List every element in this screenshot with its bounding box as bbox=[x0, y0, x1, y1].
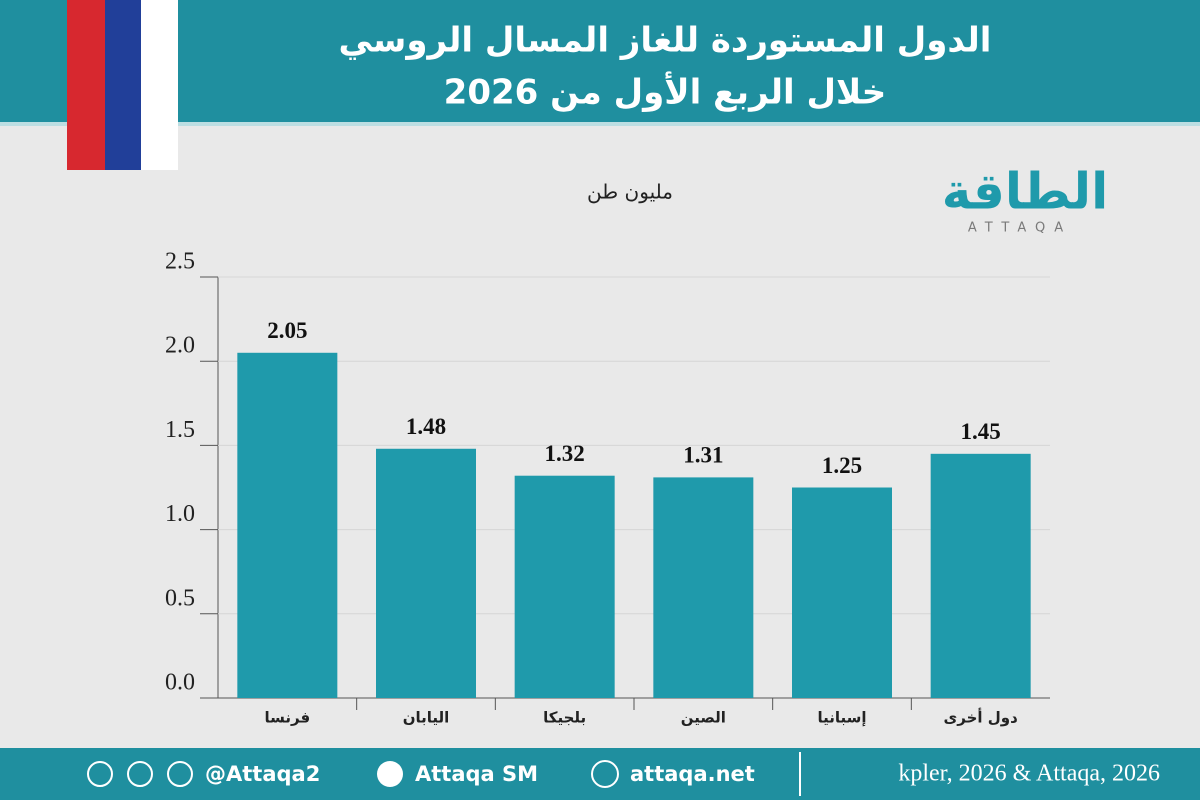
chart-subtitle: خلال الربع الأول من 2026 bbox=[444, 71, 887, 113]
x-tick-label: دول أخرى bbox=[944, 708, 1019, 727]
bar bbox=[930, 453, 1031, 698]
header-band bbox=[0, 0, 1200, 126]
bar bbox=[237, 352, 338, 698]
icon-facebook bbox=[167, 761, 193, 787]
logo-latin: ATTAQA bbox=[968, 221, 1072, 236]
y-tick-label: 0.0 bbox=[165, 670, 195, 696]
footer-youtube: Attaqa SM bbox=[415, 762, 538, 786]
bar bbox=[514, 475, 615, 698]
source: kpler, 2026 & Attaqa, 2026 bbox=[898, 761, 1160, 787]
chart-title: الدول المستوردة للغاز المسال الروسي bbox=[339, 21, 992, 61]
value-label: 1.48 bbox=[406, 414, 446, 439]
y-tick-label: 0.5 bbox=[165, 585, 195, 611]
x-tick-label: إسبانيا bbox=[817, 709, 866, 727]
value-label: 1.31 bbox=[683, 443, 723, 468]
y-axis-label: مليون طن bbox=[587, 180, 673, 204]
x-tick-label: الصين bbox=[681, 709, 726, 727]
bar bbox=[376, 448, 476, 698]
y-tick-label: 1.0 bbox=[165, 501, 195, 527]
icon-instagram bbox=[127, 761, 153, 787]
flag-white bbox=[141, 0, 178, 170]
icon-x bbox=[87, 761, 113, 787]
value-label: 1.32 bbox=[545, 441, 585, 466]
value-label: 1.45 bbox=[961, 419, 1001, 444]
icon-web bbox=[591, 760, 619, 788]
y-tick-label: 1.5 bbox=[165, 417, 195, 443]
x-tick-label: اليابان bbox=[403, 709, 450, 727]
footer-website: attaqa.net bbox=[630, 762, 755, 786]
logo: الطاقة bbox=[942, 163, 1108, 221]
footer-handle: @Attaqa2 bbox=[205, 762, 320, 786]
flag-blue bbox=[105, 0, 141, 170]
bar bbox=[653, 477, 754, 698]
footer-band bbox=[0, 748, 1200, 800]
flag-red bbox=[67, 0, 105, 170]
y-tick-label: 2.5 bbox=[165, 249, 195, 275]
x-tick-label: بلجيكا bbox=[543, 709, 586, 727]
value-label: 2.05 bbox=[267, 318, 307, 343]
value-label: 1.25 bbox=[822, 453, 862, 478]
y-tick-label: 2.0 bbox=[165, 333, 195, 359]
icon-youtube bbox=[377, 761, 403, 787]
bar bbox=[792, 487, 892, 698]
header-rule bbox=[0, 122, 1200, 126]
x-tick-label: فرنسا bbox=[264, 709, 310, 727]
